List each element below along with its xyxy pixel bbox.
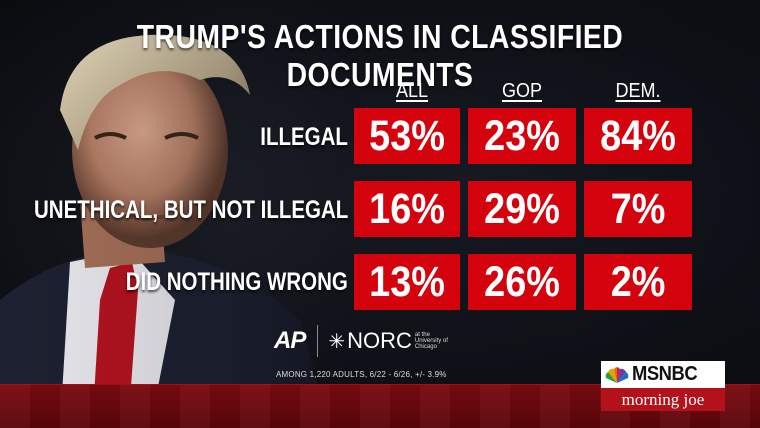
- peacock-icon: [605, 366, 629, 383]
- survey-footnote: AMONG 1,220 ADULTS, 6/22 - 6/26, +/- 3.9…: [276, 370, 447, 379]
- show-name: morning joe: [621, 389, 705, 409]
- cell-nothing-wrong-gop: 26%: [468, 254, 576, 310]
- cell-nothing-wrong-all: 13%: [354, 254, 460, 310]
- cell-illegal-dem: 84%: [584, 108, 692, 164]
- norc-logo-text: NORC: [347, 328, 412, 353]
- cell-unethical-gop: 29%: [468, 181, 576, 237]
- source-logos: AP ✳ NORC at the University of Chicago: [274, 322, 451, 360]
- row-label-nothing-wrong: DID NOTHING WRONG: [125, 268, 348, 296]
- row-label-illegal: ILLEGAL: [260, 123, 348, 151]
- cell-unethical-all: 16%: [354, 181, 460, 237]
- cell-illegal-all: 53%: [354, 108, 460, 164]
- norc-logo-subtext: at the University of Chicago: [414, 332, 448, 350]
- asterisk-icon: ✳: [328, 330, 346, 353]
- show-name-badge: morning joe: [601, 388, 725, 411]
- cell-nothing-wrong-dem: 2%: [584, 254, 692, 310]
- logo-divider: [317, 325, 319, 357]
- network-name: MSNBC: [632, 363, 698, 385]
- column-header-gop: GOP: [501, 80, 542, 102]
- msnbc-logo: MSNBC: [601, 361, 725, 388]
- norc-logo: ✳ NORC at the University of Chicago: [328, 328, 451, 354]
- column-header-all: ALL: [395, 80, 429, 102]
- cell-illegal-gop: 23%: [468, 108, 576, 164]
- chart-title: TRUMP'S ACTIONS IN CLASSIFIED DOCUMENTS: [136, 18, 624, 93]
- ap-logo: AP: [274, 327, 306, 354]
- row-label-unethical: UNETHICAL, BUT NOT ILLEGAL: [33, 196, 348, 224]
- column-header-dem: DEM.: [615, 80, 661, 102]
- cell-unethical-dem: 7%: [584, 181, 692, 237]
